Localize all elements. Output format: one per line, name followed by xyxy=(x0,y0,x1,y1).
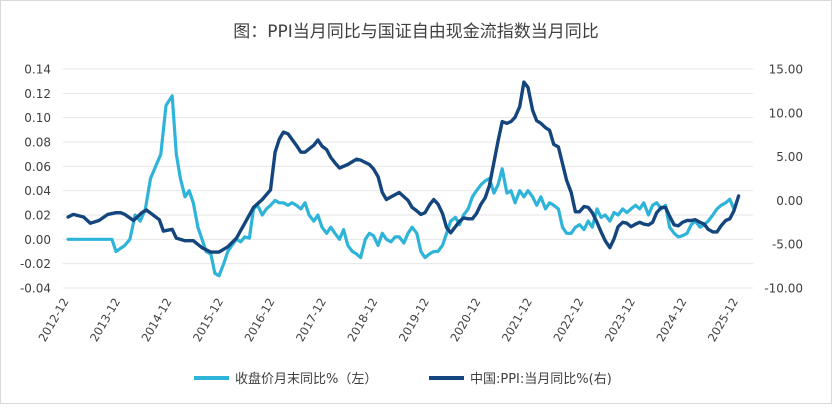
chart-title: 图：PPI当月同比与国证自由现金流指数当月同比 xyxy=(233,22,599,42)
x-tick-label: 2012-12 xyxy=(35,296,71,345)
x-tick-label: 2014-12 xyxy=(138,296,174,345)
x-tick-label: 2024-12 xyxy=(653,296,689,345)
x-tick-label: 2023-12 xyxy=(602,296,638,345)
left-tick-label: 0.10 xyxy=(24,111,51,125)
right-axis-ticks: -10.00 -5.00 0.00 5.00 10.00 15.00 xyxy=(764,63,803,296)
left-tick-label: 0.00 xyxy=(24,233,51,247)
series-line-ppi-yoy-line xyxy=(66,80,741,254)
x-tick-label: 2013-12 xyxy=(87,296,123,345)
legend: 收盘价月末同比%（左） 中国:PPI:当月同比%(右) xyxy=(194,371,612,387)
x-tick-label: 2018-12 xyxy=(344,296,380,345)
x-tick-label: 2025-12 xyxy=(705,296,741,345)
series-layer xyxy=(66,80,741,278)
right-tick-label: -10.00 xyxy=(764,282,803,296)
legend-label-close-yoy: 收盘价月末同比%（左） xyxy=(235,371,377,387)
left-tick-label: -0.04 xyxy=(20,282,51,296)
x-axis-ticks: 2012-12 2013-12 2014-12 2015-12 2016-12 2017-… xyxy=(35,296,741,345)
legend-label-ppi-yoy: 中国:PPI:当月同比%(右) xyxy=(470,372,612,387)
x-tick-label: 2017-12 xyxy=(293,296,329,345)
left-tick-label: 0.04 xyxy=(24,184,51,198)
x-tick-label: 2020-12 xyxy=(447,296,483,345)
x-tick-label: 2016-12 xyxy=(241,296,277,345)
x-tick-label: 2019-12 xyxy=(396,296,432,345)
right-tick-label: 10.00 xyxy=(769,106,803,120)
right-tick-label: 0.00 xyxy=(776,194,803,208)
left-tick-label: 0.12 xyxy=(24,87,51,101)
left-tick-label: 0.08 xyxy=(24,136,51,150)
left-tick-label: -0.02 xyxy=(20,257,51,271)
series-line-close-yoy-line xyxy=(66,94,736,278)
left-axis-ticks: -0.04 -0.02 0.00 0.02 0.04 0.06 0.08 0.10 0.12 0.… xyxy=(20,63,51,296)
x-tick-label: 2021-12 xyxy=(499,296,535,345)
x-tick-label: 2015-12 xyxy=(190,296,226,345)
left-tick-label: 0.14 xyxy=(24,63,51,77)
left-tick-label: 0.06 xyxy=(24,160,51,174)
left-tick-label: 0.02 xyxy=(24,209,51,223)
x-tick-label: 2022-12 xyxy=(550,296,586,345)
right-tick-label: 15.00 xyxy=(769,63,803,77)
right-tick-label: 5.00 xyxy=(776,150,803,164)
right-tick-label: -5.00 xyxy=(772,238,803,252)
